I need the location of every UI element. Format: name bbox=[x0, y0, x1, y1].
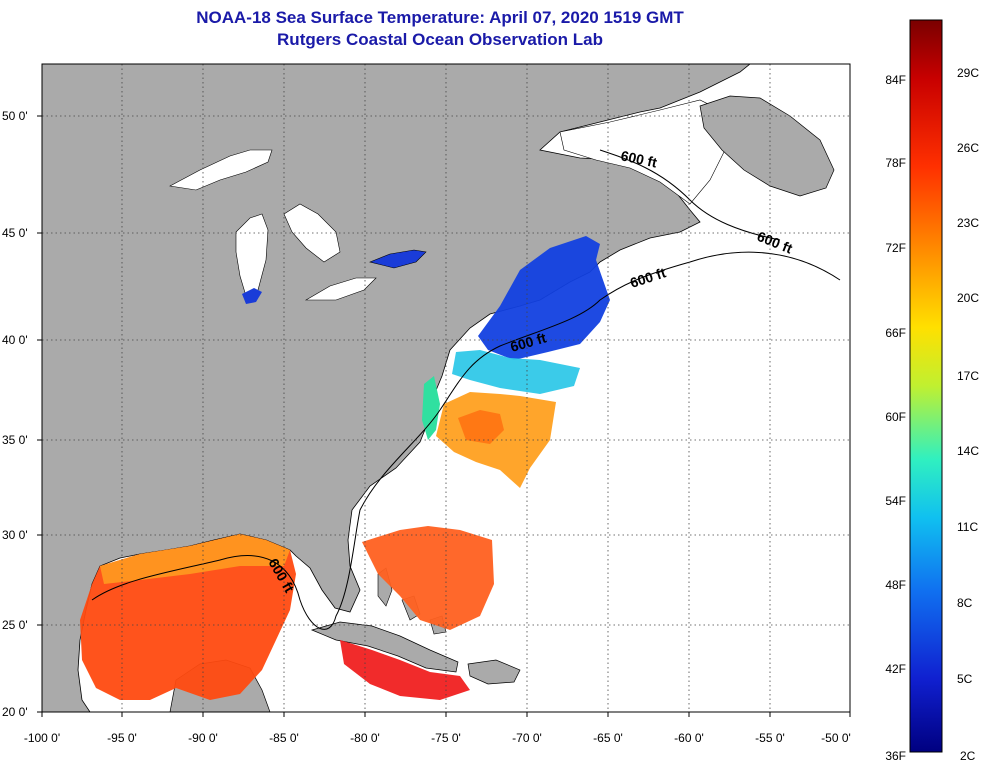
lat-label: 50 0' bbox=[2, 109, 28, 123]
newfoundland-land bbox=[699, 95, 835, 197]
colorbar-c-label: 29C bbox=[957, 66, 979, 80]
colorbar-f-label: 78F bbox=[885, 156, 906, 170]
lat-label: 25 0' bbox=[2, 618, 28, 632]
sst-gulf-of-maine bbox=[478, 236, 610, 360]
lon-label: -95 0' bbox=[107, 731, 137, 745]
colorbar-c-label: 17C bbox=[957, 369, 979, 383]
graticule bbox=[42, 64, 850, 712]
colorbar-c-label: 5C bbox=[957, 672, 973, 686]
axis-ticks bbox=[37, 115, 851, 717]
hispaniola-land bbox=[467, 659, 521, 685]
colorbar-f-label: 60F bbox=[885, 410, 906, 424]
colorbar-f-label: 84F bbox=[885, 73, 906, 87]
lake-superior bbox=[169, 149, 273, 191]
colorbar-f-label: 42F bbox=[885, 662, 906, 676]
lon-label: -55 0' bbox=[755, 731, 785, 745]
colorbar-f-label: 72F bbox=[885, 241, 906, 255]
colorbar bbox=[909, 19, 943, 753]
lat-label: 20 0' bbox=[2, 705, 28, 719]
isobath-600ft bbox=[91, 251, 841, 630]
colorbar-f-label: 54F bbox=[885, 494, 906, 508]
lake-erie bbox=[304, 277, 377, 301]
colorbar-c-label: 20C bbox=[957, 291, 979, 305]
lat-label: 45 0' bbox=[2, 226, 28, 240]
lon-label: -60 0' bbox=[674, 731, 704, 745]
colorbar-c-label: 23C bbox=[957, 216, 979, 230]
colorbar-c-label: 26C bbox=[957, 141, 979, 155]
map-title: NOAA-18 Sea Surface Temperature: April 0… bbox=[196, 8, 684, 27]
lon-label: -65 0' bbox=[593, 731, 623, 745]
sst-caribbean bbox=[340, 640, 470, 700]
lon-label: -75 0' bbox=[431, 731, 461, 745]
lake-ontario bbox=[369, 249, 427, 269]
sst-chesapeake bbox=[422, 376, 440, 440]
gulf-of-st-lawrence bbox=[559, 99, 731, 205]
sst-mid-atlantic-cyan bbox=[452, 350, 580, 394]
map-subtitle: Rutgers Coastal Ocean Observation Lab bbox=[277, 30, 603, 49]
lon-label: -70 0' bbox=[512, 731, 542, 745]
lon-label: -50 0' bbox=[821, 731, 851, 745]
lon-label: -80 0' bbox=[350, 731, 380, 745]
isobath-600ft-north bbox=[599, 149, 781, 241]
lon-label: -100 0' bbox=[24, 731, 60, 745]
lat-label: 35 0' bbox=[2, 433, 28, 447]
lat-label: 40 0' bbox=[2, 333, 28, 347]
colorbar-f-label: 36F bbox=[885, 749, 906, 763]
contour-label: 600 ft bbox=[619, 147, 658, 170]
colorbar-f-label: 66F bbox=[885, 326, 906, 340]
north-america-land bbox=[42, 64, 751, 712]
lake-michigan-sst bbox=[242, 288, 262, 304]
colorbar-c-label: 11C bbox=[957, 520, 978, 534]
colorbar-c-label: 2C bbox=[960, 749, 976, 763]
sst-gulf-north-orange bbox=[100, 534, 290, 584]
lon-label: -85 0' bbox=[269, 731, 299, 745]
colorbar-c-label: 14C bbox=[957, 444, 979, 458]
lon-label: -90 0' bbox=[188, 731, 218, 745]
colorbar-f-label: 48F bbox=[885, 578, 906, 592]
colorbar-c-label: 8C bbox=[957, 596, 973, 610]
lake-michigan bbox=[235, 213, 269, 297]
lat-label: 30 0' bbox=[2, 528, 28, 542]
sst-bahamas-region bbox=[362, 526, 494, 630]
sst-gulf-stream-core bbox=[458, 410, 504, 444]
